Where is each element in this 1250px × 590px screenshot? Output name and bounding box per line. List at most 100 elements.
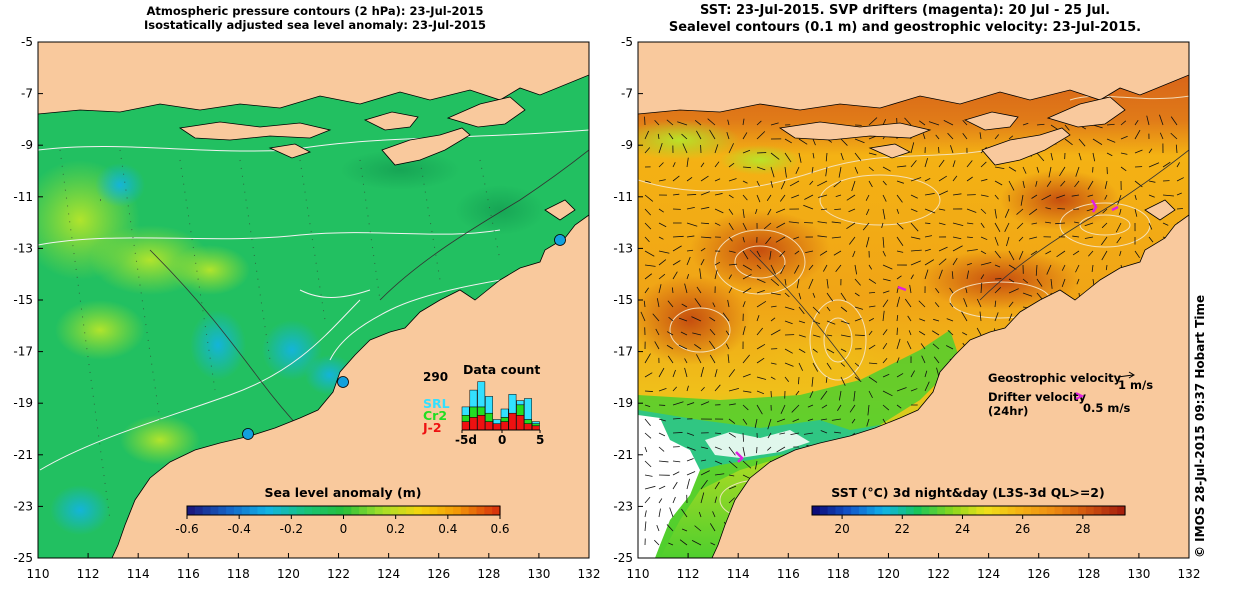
sst-colorbar-cell	[1007, 506, 1017, 515]
velocity-arrow	[1008, 180, 1015, 191]
velocity-arrow	[728, 208, 734, 215]
velocity-arrow	[766, 194, 772, 201]
velocity-arrow	[784, 320, 793, 325]
velocity-arrow	[980, 178, 988, 182]
velocity-arrow	[728, 474, 735, 477]
velocity-arrow	[1031, 222, 1038, 225]
velocity-arrow	[994, 180, 1003, 186]
copyright-notice: © IMOS 28-Jul-2015 09:37 Hobart Time	[1193, 295, 1213, 558]
velocity-arrow	[767, 446, 772, 451]
velocity-arrow	[784, 152, 792, 163]
velocity-arrow	[882, 264, 893, 270]
velocity-arrow	[1119, 250, 1122, 256]
velocity-arrow	[933, 356, 940, 364]
sst-colorbar-label: SST (°C) 3d night&day (L3S-3d QL>=2)	[831, 485, 1104, 500]
drifter-velocity-label: Drifter velocity	[988, 390, 1087, 404]
sla-high-anomaly-patch	[170, 245, 250, 295]
velocity-arrow	[672, 386, 678, 392]
velocity-arrow	[644, 208, 652, 216]
velocity-arrow	[714, 178, 721, 182]
data-count-inset: Data count 290 SRL Cr2 J-2 -5d 0 5	[422, 362, 544, 447]
velocity-arrow	[910, 260, 921, 266]
right-x-tick-label: 122	[927, 567, 950, 581]
velocity-arrow	[1176, 192, 1182, 196]
velocity-arrow	[686, 458, 694, 462]
velocity-arrow	[962, 133, 968, 140]
copyright-text: © IMOS 28-Jul-2015 09:37 Hobart Time	[1193, 294, 1207, 558]
velocity-arrow	[1088, 250, 1094, 257]
data-count-bar-cr2	[461, 415, 470, 422]
velocity-arrow	[756, 315, 760, 322]
sst-colorbar-cell	[851, 506, 860, 515]
velocity-arrow	[686, 478, 690, 490]
velocity-arrow	[770, 362, 777, 365]
velocity-arrow	[686, 471, 696, 476]
velocity-arrow	[868, 180, 873, 188]
right-x-tick-label: 118	[827, 567, 850, 581]
data-count-bar-srl	[477, 381, 486, 408]
velocity-arrow	[1134, 149, 1143, 154]
velocity-arrow	[692, 332, 702, 336]
velocity-arrow	[714, 144, 719, 154]
velocity-arrow	[811, 376, 814, 387]
velocity-arrow	[655, 328, 660, 336]
sst-colorbar-cell	[952, 506, 962, 515]
land-australia	[711, 214, 1189, 558]
velocity-arrow	[994, 300, 997, 308]
velocity-arrow	[1008, 135, 1014, 140]
velocity-arrow	[804, 222, 814, 224]
sla-colorbar-tick-label: -0.6	[175, 522, 198, 536]
velocity-arrow	[840, 348, 847, 352]
velocity-arrow	[910, 194, 918, 199]
velocity-arrow	[1148, 222, 1153, 230]
velocity-arrow	[882, 310, 885, 322]
velocity-arrow	[812, 320, 821, 325]
velocity-arrow	[654, 119, 660, 126]
velocity-arrow	[678, 317, 688, 322]
velocity-arrow	[714, 481, 720, 490]
velocity-arrow	[812, 138, 816, 146]
sla-colorbar-ticks: -0.6 -0.4 -0.2 0 0.2 0.4 0.6	[175, 515, 510, 536]
velocity-arrow	[672, 401, 684, 406]
velocity-arrow	[979, 132, 982, 140]
velocity-arrow	[791, 194, 800, 199]
right-map-title: SST: 23-Jul-2015. SVP drifters (magenta)…	[580, 2, 1230, 36]
velocity-arrow	[1092, 138, 1103, 145]
velocity-arrow	[793, 236, 800, 240]
velocity-arrow	[882, 166, 891, 172]
left-x-tick-label: 116	[177, 567, 200, 581]
sst-warm-patch	[920, 250, 1080, 310]
velocity-arrow	[812, 292, 816, 298]
velocity-arrow	[700, 479, 708, 490]
velocity-arrow	[846, 194, 856, 201]
velocity-arrow	[817, 221, 828, 224]
sla-anomaly-patch	[340, 150, 460, 190]
velocity-arrow	[952, 160, 956, 168]
velocity-arrow	[727, 299, 730, 308]
velocity-arrow	[728, 460, 738, 469]
velocity-arrow	[840, 152, 844, 161]
velocity-arrow	[803, 204, 814, 210]
velocity-arrow	[644, 147, 651, 154]
velocity-arrow	[896, 387, 907, 392]
velocity-arrow	[756, 357, 765, 364]
velocity-arrow	[924, 235, 933, 238]
velocity-arrow	[742, 118, 745, 126]
drifter-track	[1111, 205, 1119, 212]
left-y-tick-label: -11	[13, 190, 33, 204]
velocity-arrow	[644, 180, 651, 183]
sla-colorbar-cell	[484, 506, 493, 515]
velocity-arrow	[933, 318, 940, 322]
velocity-arrow	[918, 331, 926, 336]
velocity-arrow	[1106, 123, 1115, 126]
velocity-arrow	[1035, 180, 1038, 187]
right-x-tick-label: 116	[777, 567, 800, 581]
sst-colorbar-cell	[984, 506, 993, 515]
velocity-arrow	[784, 348, 793, 354]
velocity-arrow	[742, 390, 752, 393]
velocity-arrow	[919, 120, 926, 126]
sla-colorbar-cell	[265, 506, 274, 515]
velocity-arrow	[1101, 222, 1108, 229]
velocity-arrow	[700, 401, 710, 406]
sst-colorbar-cell	[898, 506, 907, 515]
